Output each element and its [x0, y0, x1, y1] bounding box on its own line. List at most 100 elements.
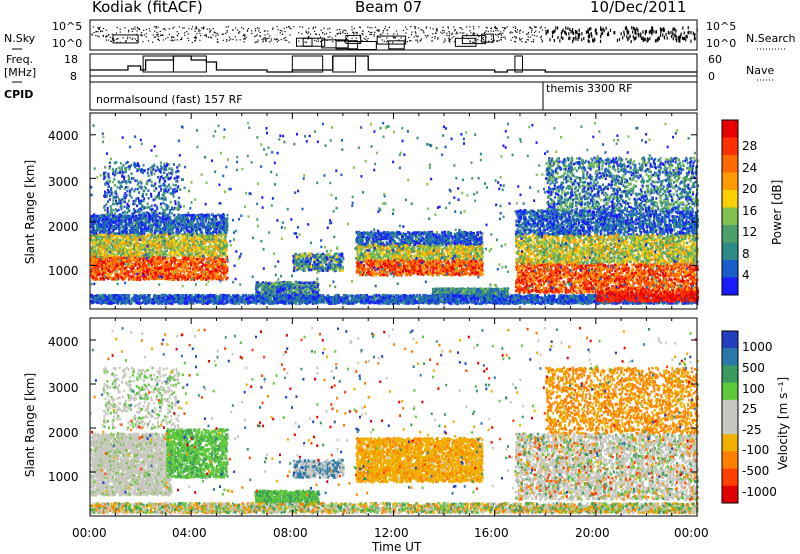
nsky-point — [351, 37, 353, 39]
nsky-point — [193, 37, 196, 39]
power-point — [153, 277, 156, 281]
power-point — [105, 263, 108, 266]
power-point — [223, 249, 226, 253]
power-point — [162, 208, 165, 212]
power-point — [156, 276, 159, 279]
power-point — [180, 260, 183, 264]
nsky-point — [176, 31, 178, 33]
nsky-point — [406, 40, 408, 43]
nsky-point — [404, 39, 406, 41]
nsky-point — [571, 27, 574, 32]
nsky-point — [650, 30, 652, 35]
nsky-point — [386, 41, 388, 43]
nsky-point — [156, 34, 159, 36]
nsky-point — [494, 26, 496, 28]
power-point — [124, 243, 127, 247]
power-point — [99, 248, 102, 251]
power-point — [182, 260, 185, 264]
nsky-point — [498, 39, 500, 41]
power-point — [214, 253, 217, 256]
power-point — [201, 231, 204, 235]
nsky-point — [317, 38, 319, 40]
power-point — [164, 179, 167, 183]
power-point — [93, 241, 96, 244]
nsky-point — [587, 35, 589, 39]
power-point — [223, 258, 226, 262]
nsky-point — [561, 30, 563, 34]
nsky-point — [339, 29, 341, 31]
nsky-point — [637, 28, 639, 32]
power-point — [203, 249, 206, 253]
power-point — [186, 234, 189, 238]
power-point — [142, 258, 145, 262]
nsky-point — [690, 39, 692, 43]
power-point — [127, 278, 130, 281]
nsky-point — [246, 29, 249, 31]
nsky-point — [420, 39, 422, 41]
beam-title: Beam 07 — [355, 0, 422, 16]
nsky-point — [265, 40, 267, 42]
power-point — [213, 225, 216, 229]
nsky-point — [678, 39, 680, 43]
vel-cb-tick-0: 1000 — [742, 340, 773, 354]
power-point — [126, 269, 129, 273]
power-point — [103, 238, 106, 242]
power-point — [221, 225, 224, 229]
nsky-point — [382, 30, 385, 32]
power-point — [124, 249, 127, 252]
nsky-point — [187, 39, 190, 42]
power-point — [124, 226, 127, 230]
power-point — [149, 236, 152, 240]
power-point — [154, 271, 157, 275]
nsky-point — [572, 31, 575, 35]
power-point — [155, 216, 158, 219]
nsky-point — [264, 37, 266, 39]
nsky-point — [142, 40, 144, 43]
nsky-point — [688, 30, 690, 34]
nsky-point — [109, 36, 111, 38]
nsky-point — [607, 31, 609, 35]
nsky-point — [590, 32, 592, 36]
power-point — [178, 196, 181, 200]
nsky-point — [681, 36, 683, 40]
nsky-point — [110, 40, 112, 43]
power-point — [193, 228, 196, 231]
nsky-point — [177, 32, 180, 35]
power-point — [108, 264, 111, 268]
nsky-point — [384, 26, 387, 28]
power-point — [183, 242, 186, 246]
power-point — [200, 245, 203, 248]
power-point — [114, 245, 117, 249]
power-point — [123, 196, 126, 200]
power-point — [112, 228, 115, 232]
power-point — [178, 164, 181, 167]
power-point — [125, 231, 128, 235]
nsky-point — [497, 36, 500, 38]
power-point — [103, 230, 106, 234]
power-point — [147, 219, 150, 223]
nsky-point — [156, 34, 158, 36]
nsky-point — [386, 29, 388, 31]
power-point — [155, 265, 158, 268]
nsky-point — [572, 30, 574, 35]
nsky-point — [339, 33, 342, 35]
nsky-point — [473, 41, 476, 44]
nsky-point — [659, 33, 662, 37]
nsky-point — [531, 41, 533, 43]
power-point — [158, 191, 161, 195]
nsky-point — [171, 35, 173, 37]
nsky-point — [241, 26, 243, 29]
nsky-point — [102, 34, 104, 37]
nsky-point — [436, 30, 438, 32]
cpid-label: CPID — [4, 88, 33, 101]
nsky-point — [626, 35, 628, 39]
power-point — [118, 264, 121, 268]
power-point — [201, 271, 204, 275]
freq-trace — [90, 55, 697, 73]
power-point — [140, 263, 143, 266]
nsky-point — [279, 29, 281, 32]
power-point — [127, 237, 130, 241]
power-point — [133, 225, 136, 229]
power-point — [200, 235, 203, 239]
nsky-point — [131, 30, 134, 32]
